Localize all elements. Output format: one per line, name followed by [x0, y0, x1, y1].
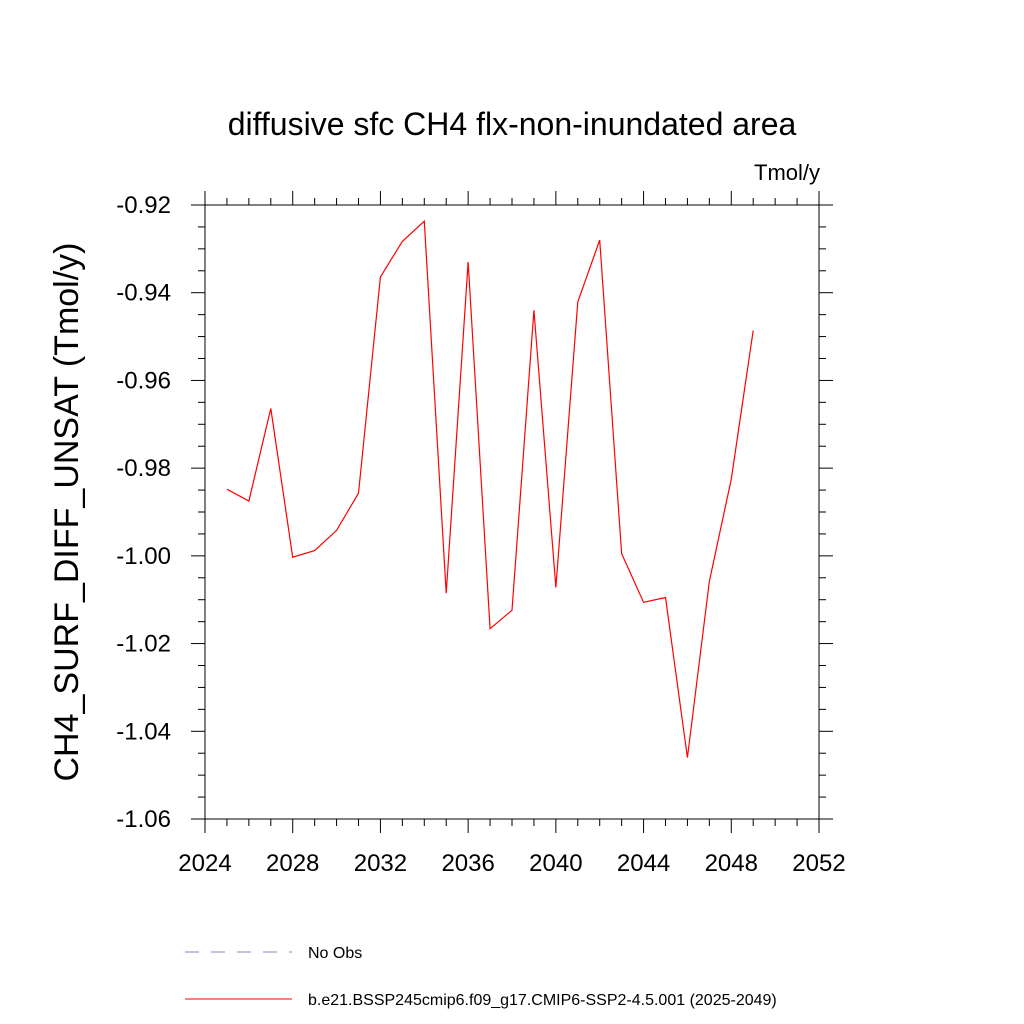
x-tick-label: 2040 [529, 850, 582, 877]
x-tick-label: 2048 [705, 850, 758, 877]
y-axis-label: CH4_SURF_DIFF_UNSAT (Tmol/y) [48, 242, 86, 781]
y-tick-label: -0.98 [116, 455, 171, 482]
x-tick-label: 2044 [617, 850, 670, 877]
plot-frame [204, 204, 820, 820]
legend-label: b.e21.BSSP245cmip6.f09_g17.CMIP6-SSP2-4.… [308, 992, 777, 1009]
units-label: Tmol/y [754, 160, 820, 185]
x-tick-label: 2032 [354, 850, 407, 877]
x-tick-label: 2036 [441, 850, 494, 877]
y-tick-label: -1.02 [116, 631, 171, 658]
y-tick-label: -1.04 [116, 718, 171, 745]
y-tick-label: -1.00 [116, 543, 171, 570]
x-tick-label: 2052 [792, 850, 845, 877]
y-tick-label: -1.06 [116, 806, 171, 833]
y-tick-label: -0.96 [116, 367, 171, 394]
x-tick-label: 2024 [178, 850, 231, 877]
y-tick-label: -0.92 [116, 192, 171, 219]
series-line [226, 219, 754, 758]
legend: No Obs b.e21.BSSP245cmip6.f09_g17.CMIP6-S… [185, 945, 777, 1009]
x-tick-label: 2028 [266, 850, 319, 877]
chart-title: diffusive sfc CH4 flx-non-inundated area [228, 106, 797, 142]
axis-ticks: 2024 2028 2032 2036 2040 2044 2048 2052 -0.92 -0.… [116, 191, 846, 877]
plot-series [226, 219, 754, 758]
legend-label: No Obs [308, 945, 362, 962]
y-tick-label: -0.94 [116, 280, 171, 307]
